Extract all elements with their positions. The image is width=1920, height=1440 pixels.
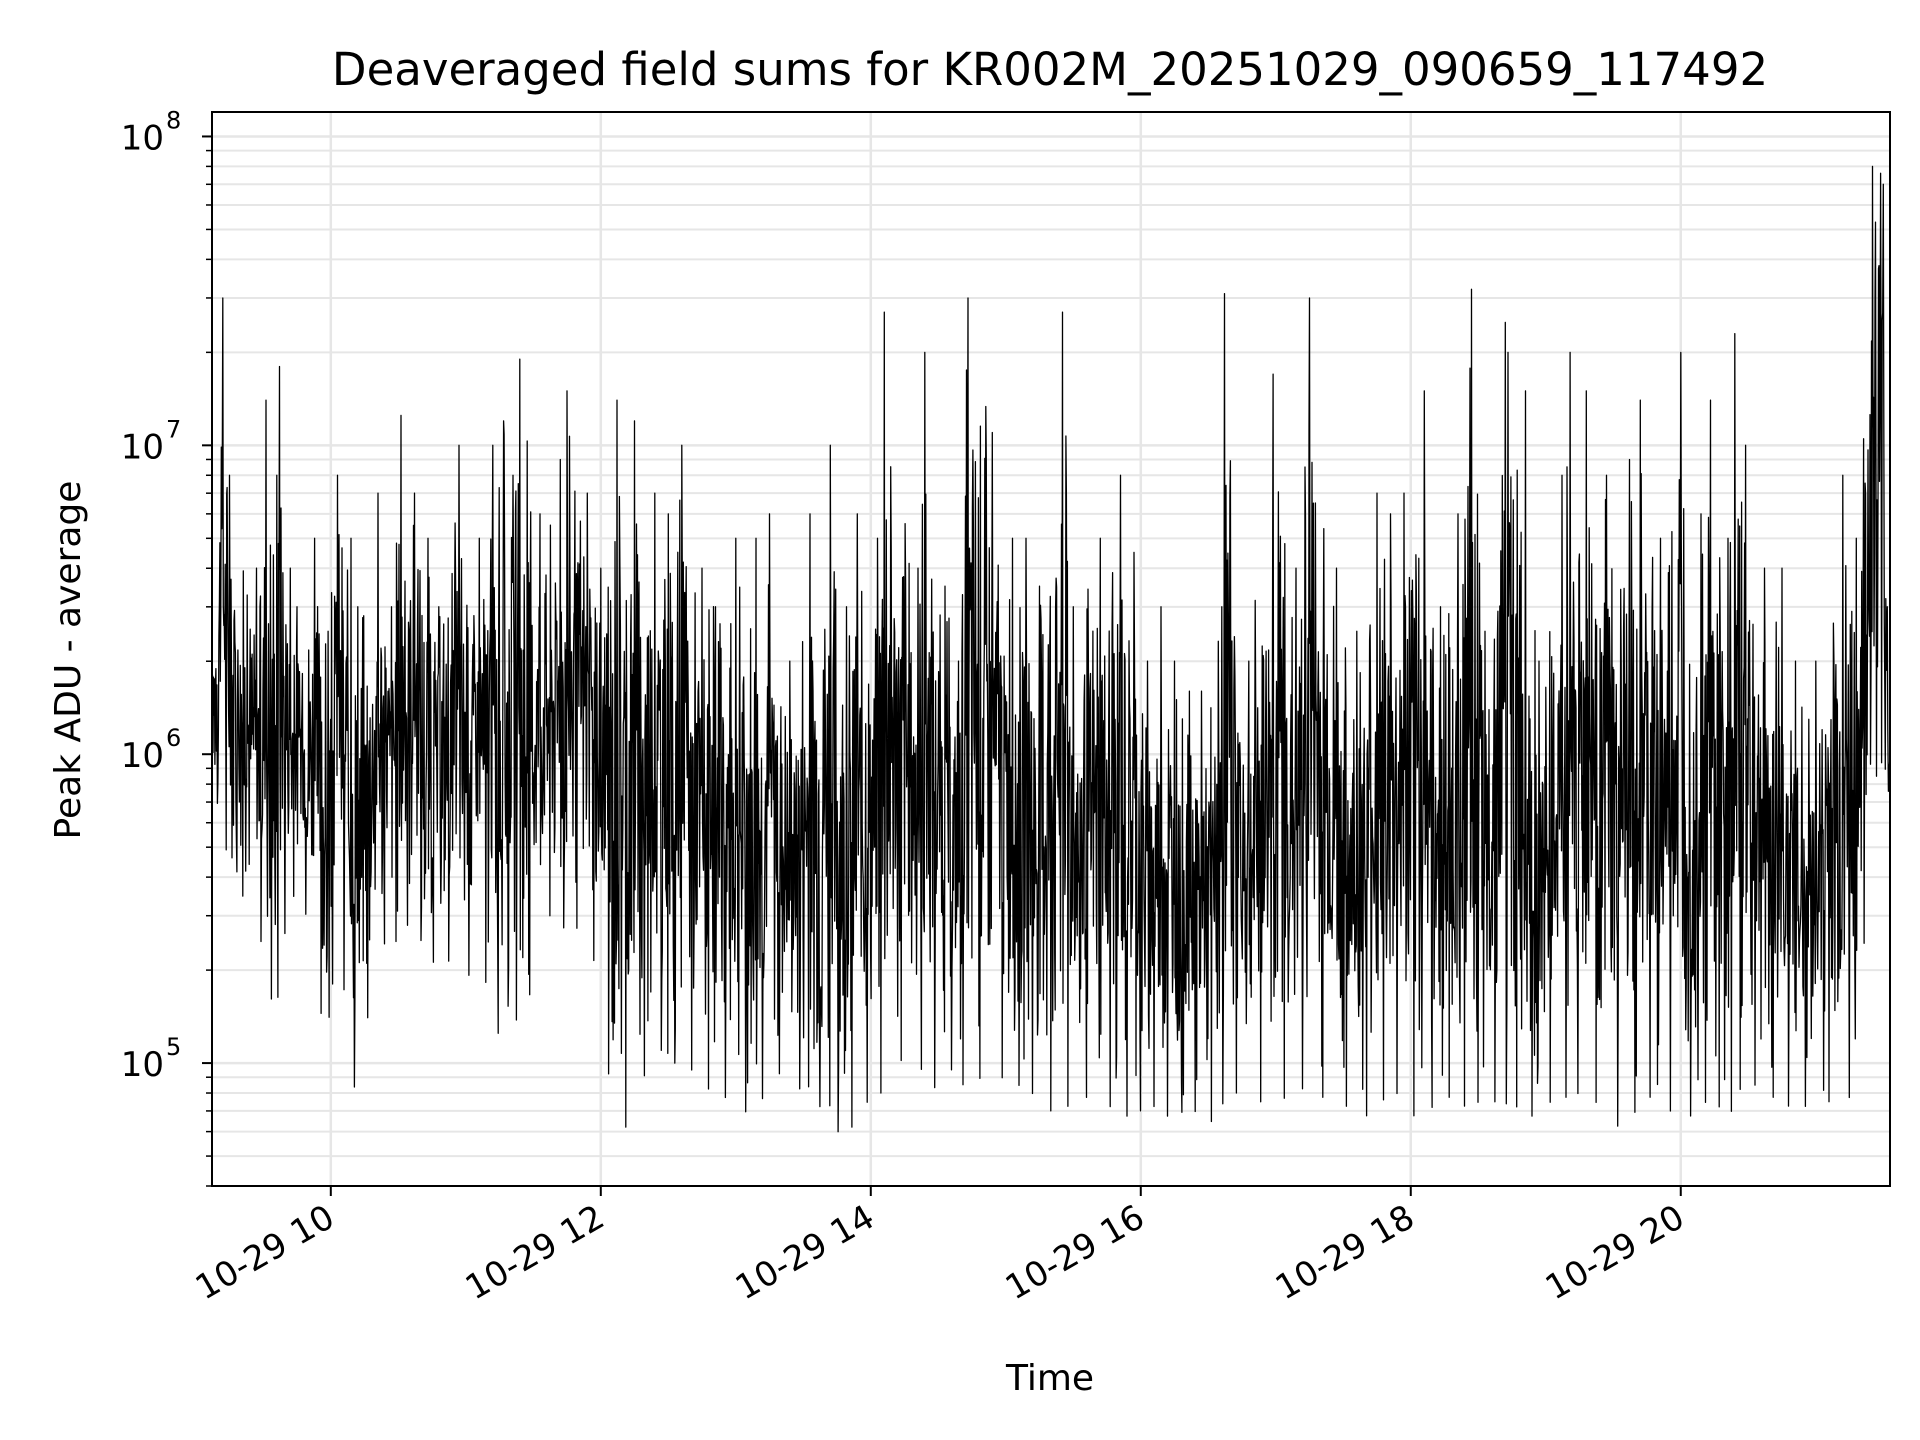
series-line <box>211 165 1891 1133</box>
y-tick-label-base: 10 <box>121 736 164 776</box>
y-tick-label-base: 10 <box>121 427 164 467</box>
y-tick-label-exponent: 8 <box>166 106 181 134</box>
plot-frame <box>211 111 1891 1187</box>
series-layer <box>211 165 1891 1133</box>
y-tick-label-exponent: 5 <box>166 1033 181 1061</box>
y-tick-label-exponent: 7 <box>166 415 181 443</box>
y-tick-label-exponent: 6 <box>166 724 181 752</box>
y-axis-label: Peak ADU - average <box>48 481 89 840</box>
chart-title: Deaveraged field sums for KR002M_2025102… <box>332 43 1768 96</box>
y-tick-label-base: 10 <box>121 118 164 158</box>
x-axis-label: Time <box>1005 1358 1094 1399</box>
y-tick-label-base: 10 <box>121 1045 164 1085</box>
